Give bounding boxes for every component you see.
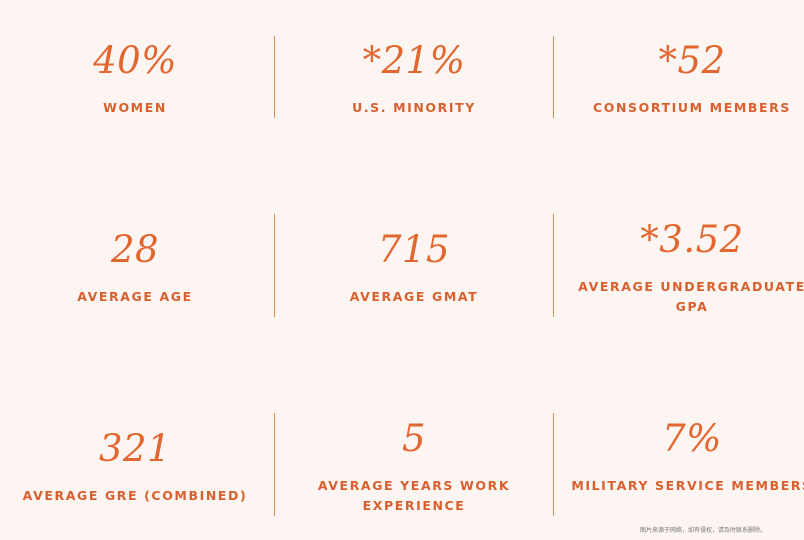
stat-label: MILITARY SERVICE MEMBERS	[571, 478, 804, 493]
divider	[274, 36, 275, 118]
stat-label: AVERAGE AGE	[77, 289, 193, 304]
stat-value: 5	[401, 417, 427, 460]
stat-value: *3.52	[640, 218, 744, 261]
stat-value: 40%	[93, 39, 177, 82]
stat-label: AVERAGE GMAT	[349, 289, 479, 304]
stat-label: AVERAGE GRE (COMBINED)	[22, 488, 248, 503]
stat-value: 7%	[662, 417, 722, 460]
divider	[553, 36, 554, 118]
stat-value: 715	[377, 228, 451, 271]
watermark-text: 图片来源于网络，如有侵权，请及时联系删除。	[639, 527, 766, 534]
stat-label: AVERAGE YEARS WORK EXPERIENCE	[317, 478, 511, 513]
divider	[553, 413, 554, 516]
stat-label: U.S. MINORITY	[352, 100, 476, 115]
stat-label: WOMEN	[103, 100, 167, 115]
divider	[274, 413, 275, 516]
stat-label: AVERAGE UNDERGRADUATE GPA	[578, 279, 804, 314]
stat-label: CONSORTIUM MEMBERS	[593, 100, 791, 115]
stat-value: 28	[110, 228, 160, 271]
stat-value: *52	[658, 39, 726, 82]
stat-value: *21%	[362, 39, 466, 82]
divider	[553, 214, 554, 317]
stat-value: 321	[98, 427, 172, 470]
divider	[274, 214, 275, 317]
